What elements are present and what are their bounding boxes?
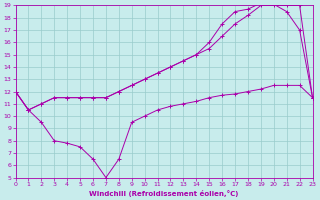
- X-axis label: Windchill (Refroidissement éolien,°C): Windchill (Refroidissement éolien,°C): [89, 190, 239, 197]
